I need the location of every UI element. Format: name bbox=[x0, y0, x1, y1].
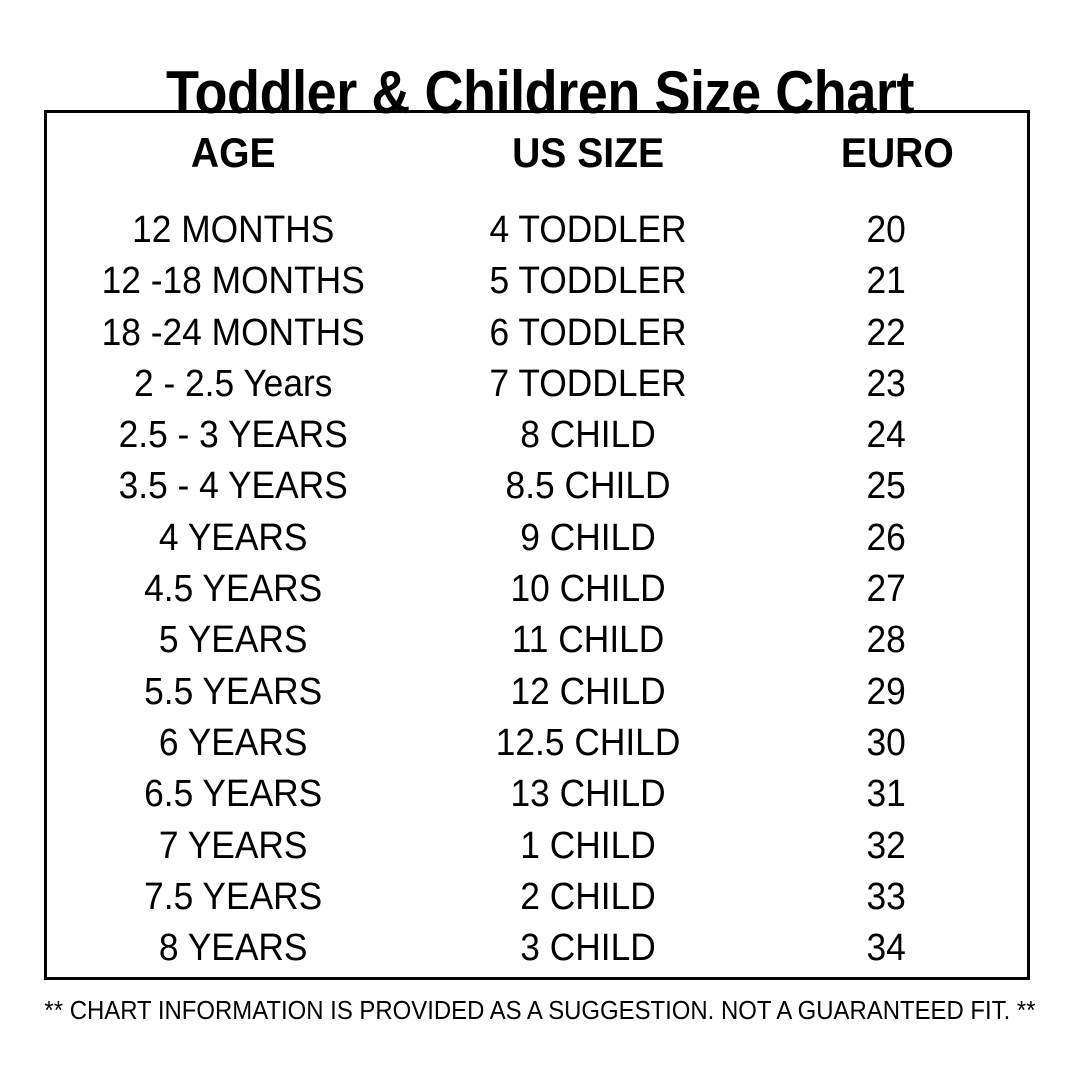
cell-us-size: 13 CHILD bbox=[510, 773, 667, 816]
table-row: 2.5 - 3 YEARS 8 CHILD 24 bbox=[47, 410, 1027, 461]
cell-age: 5.5 YEARS bbox=[144, 670, 323, 713]
table-row: 3.5 - 4 YEARS 8.5 CHILD 25 bbox=[47, 461, 1027, 512]
table-row: 18 -24 MONTHS 6 TODDLER 22 bbox=[47, 308, 1027, 359]
table-row: 12 -18 MONTHS 5 TODDLER 21 bbox=[47, 256, 1027, 307]
size-chart-table: AGE US SIZE EURO 12 MONTHS 4 TODDLER 20 12 … bbox=[44, 110, 1030, 980]
cell-age: 8 YEARS bbox=[158, 927, 308, 970]
cell-us-size: 12.5 CHILD bbox=[496, 721, 681, 764]
cell-age: 12 MONTHS bbox=[132, 209, 335, 251]
cell-us-size: 8.5 CHILD bbox=[505, 465, 671, 508]
cell-euro: 32 bbox=[866, 824, 907, 867]
table-header-row: AGE US SIZE EURO bbox=[47, 127, 1027, 185]
cell-age: 4.5 YEARS bbox=[144, 568, 323, 611]
cell-age: 18 -24 MONTHS bbox=[101, 311, 365, 354]
table-row: 7 YEARS 1 CHILD 32 bbox=[47, 821, 1027, 872]
cell-euro: 31 bbox=[866, 773, 907, 816]
table-row: 2 - 2.5 Years 7 TODDLER 23 bbox=[47, 359, 1027, 410]
cell-us-size: 4 TODDLER bbox=[489, 209, 687, 251]
cell-euro: 23 bbox=[866, 362, 907, 405]
cell-euro: 26 bbox=[866, 516, 907, 559]
cell-us-size: 2 CHILD bbox=[520, 875, 657, 918]
column-header-us-size: US SIZE bbox=[512, 129, 665, 176]
table-row: 7.5 YEARS 2 CHILD 33 bbox=[47, 872, 1027, 923]
table-row: 6 YEARS 12.5 CHILD 30 bbox=[47, 718, 1027, 769]
cell-age: 6 YEARS bbox=[158, 721, 308, 764]
page-title: Toddler & Children Size Chart bbox=[165, 59, 915, 127]
cell-age: 2 - 2.5 Years bbox=[133, 362, 333, 405]
table-row: 5.5 YEARS 12 CHILD 29 bbox=[47, 667, 1027, 718]
table-row: 4.5 YEARS 10 CHILD 27 bbox=[47, 564, 1027, 615]
cell-us-size: 1 CHILD bbox=[520, 824, 657, 867]
cell-euro: 22 bbox=[866, 311, 907, 354]
cell-us-size: 9 CHILD bbox=[520, 516, 657, 559]
cell-us-size: 7 TODDLER bbox=[489, 362, 687, 405]
disclaimer-note: ** CHART INFORMATION IS PROVIDED AS A SU… bbox=[44, 995, 1036, 1025]
cell-us-size: 11 CHILD bbox=[512, 619, 665, 662]
table-row: 4 YEARS 9 CHILD 26 bbox=[47, 513, 1027, 564]
cell-age: 5 YEARS bbox=[158, 619, 308, 662]
cell-us-size: 5 TODDLER bbox=[489, 260, 687, 303]
table-row: 5 YEARS 11 CHILD 28 bbox=[47, 615, 1027, 666]
cell-euro: 28 bbox=[866, 619, 907, 662]
table-row: 8 YEARS 3 CHILD 34 bbox=[47, 923, 1027, 974]
cell-euro: 27 bbox=[866, 568, 907, 611]
table-row: 6.5 YEARS 13 CHILD 31 bbox=[47, 769, 1027, 820]
cell-age: 4 YEARS bbox=[158, 516, 308, 559]
cell-age: 12 -18 MONTHS bbox=[101, 260, 365, 303]
cell-euro: 34 bbox=[866, 927, 907, 970]
cell-us-size: 10 CHILD bbox=[510, 568, 667, 611]
column-header-age: AGE bbox=[190, 129, 276, 176]
table-body: 12 MONTHS 4 TODDLER 20 12 -18 MONTHS 5 TODDL… bbox=[47, 205, 1027, 974]
cell-us-size: 12 CHILD bbox=[510, 670, 667, 713]
cell-age: 3.5 - 4 YEARS bbox=[118, 465, 348, 508]
cell-euro: 20 bbox=[866, 209, 907, 251]
cell-age: 2.5 - 3 YEARS bbox=[118, 414, 348, 457]
cell-euro: 33 bbox=[866, 875, 907, 918]
cell-euro: 25 bbox=[866, 465, 907, 508]
table-row: 12 MONTHS 4 TODDLER 20 bbox=[47, 205, 1027, 256]
cell-us-size: 8 CHILD bbox=[520, 414, 657, 457]
cell-euro: 21 bbox=[866, 260, 907, 303]
column-header-euro: EURO bbox=[841, 129, 955, 176]
cell-euro: 30 bbox=[866, 721, 907, 764]
cell-age: 6.5 YEARS bbox=[144, 773, 323, 816]
cell-us-size: 6 TODDLER bbox=[489, 311, 687, 354]
cell-us-size: 3 CHILD bbox=[520, 927, 657, 970]
cell-euro: 24 bbox=[866, 414, 907, 457]
cell-age: 7 YEARS bbox=[158, 824, 308, 867]
cell-euro: 29 bbox=[866, 670, 907, 713]
cell-age: 7.5 YEARS bbox=[144, 875, 323, 918]
